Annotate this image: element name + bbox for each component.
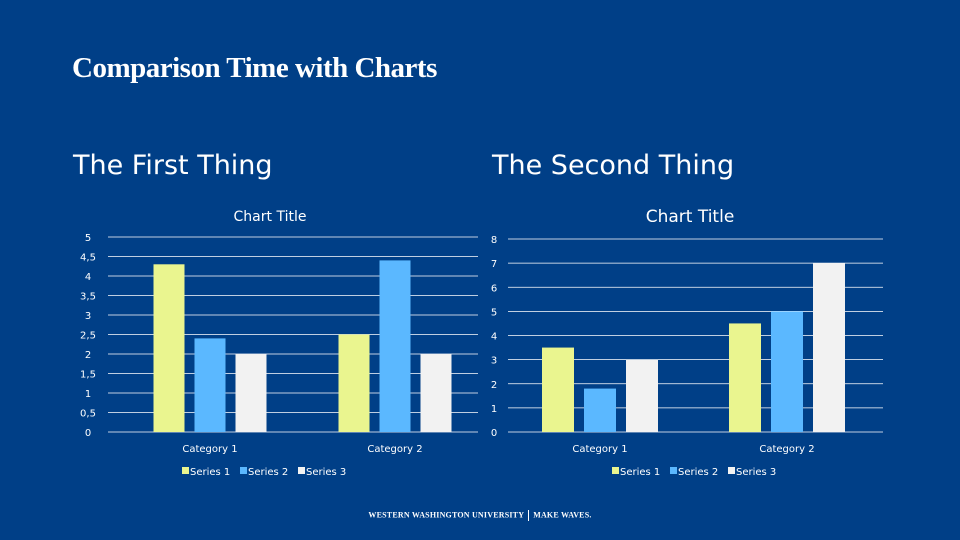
legend-label: Series 1 bbox=[190, 467, 230, 478]
legend-swatch bbox=[240, 467, 247, 474]
chart-title: Chart Title bbox=[234, 209, 307, 225]
y-tick-label: 1 bbox=[491, 404, 497, 415]
footer-tagline: MAKE WAVES. bbox=[533, 510, 592, 520]
y-tick-label: 4 bbox=[85, 272, 91, 283]
y-tick-label: 6 bbox=[491, 283, 497, 294]
bar-category-1-series-2 bbox=[584, 388, 616, 432]
category-label: Category 1 bbox=[572, 444, 627, 455]
left-column-heading: The First Thing bbox=[73, 150, 273, 181]
category-label: Category 2 bbox=[759, 444, 814, 455]
bar-category-2-series-2 bbox=[379, 260, 411, 432]
right-bar-chart: Chart Title 0 1 2 3 4 5 6 7 8 Category 1 Category 2… bbox=[491, 207, 883, 478]
legend-label: Series 3 bbox=[306, 467, 346, 478]
legend-swatch bbox=[298, 467, 305, 474]
bar-category-2-series-3 bbox=[420, 354, 452, 432]
y-tick-label: 8 bbox=[491, 235, 497, 246]
bar-category-1-series-2 bbox=[194, 338, 226, 432]
y-tick-label: 3,5 bbox=[80, 292, 96, 303]
y-tick-label: 0 bbox=[491, 428, 497, 439]
legend-swatch bbox=[728, 467, 735, 474]
category-label: Category 1 bbox=[182, 444, 237, 455]
y-tick-label: 1,5 bbox=[80, 370, 96, 381]
y-tick-label: 3 bbox=[491, 356, 497, 367]
bar-category-2-series-1 bbox=[338, 334, 370, 432]
legend-label: Series 2 bbox=[678, 467, 718, 478]
y-tick-label: 4,5 bbox=[80, 253, 96, 264]
y-tick-label: 1 bbox=[85, 389, 91, 400]
legend-label: Series 1 bbox=[620, 467, 660, 478]
y-tick-label: 2 bbox=[491, 380, 497, 391]
chart-title: Chart Title bbox=[646, 207, 735, 227]
legend-label: Series 3 bbox=[736, 467, 776, 478]
y-tick-label: 0 bbox=[85, 428, 91, 439]
bar-category-2-series-2 bbox=[771, 311, 803, 432]
y-tick-label: 2 bbox=[85, 350, 91, 361]
left-bar-chart: Chart Title 0 0,5 1 1,5 2 2,5 3 3,5 4 4,5 5 Category… bbox=[80, 209, 478, 478]
y-tick-label: 5 bbox=[491, 307, 497, 318]
footer-divider bbox=[528, 510, 530, 521]
legend-swatch bbox=[670, 467, 677, 474]
slide-title: Comparison Time with Charts bbox=[72, 52, 437, 84]
y-tick-label: 2,5 bbox=[80, 331, 96, 342]
legend-swatch bbox=[612, 467, 619, 474]
bar-category-1-series-3 bbox=[626, 359, 658, 432]
category-label: Category 2 bbox=[367, 444, 422, 455]
legend-swatch bbox=[182, 467, 189, 474]
y-tick-label: 5 bbox=[85, 233, 91, 244]
bar-category-1-series-1 bbox=[542, 347, 574, 432]
y-tick-label: 4 bbox=[491, 332, 497, 343]
legend-label: Series 2 bbox=[248, 467, 288, 478]
footer: WESTERN WASHINGTON UNIVERSITY MAKE WAVES. bbox=[0, 510, 960, 521]
bar-category-2-series-1 bbox=[729, 323, 761, 432]
bar-category-1-series-3 bbox=[235, 354, 267, 432]
bar-category-1-series-1 bbox=[153, 264, 185, 432]
y-tick-label: 3 bbox=[85, 311, 91, 322]
footer-university: WESTERN WASHINGTON UNIVERSITY bbox=[368, 510, 525, 520]
y-tick-label: 0,5 bbox=[80, 409, 96, 420]
right-column-heading: The Second Thing bbox=[492, 150, 735, 181]
y-tick-label: 7 bbox=[491, 259, 497, 270]
bar-category-2-series-3 bbox=[813, 263, 845, 432]
